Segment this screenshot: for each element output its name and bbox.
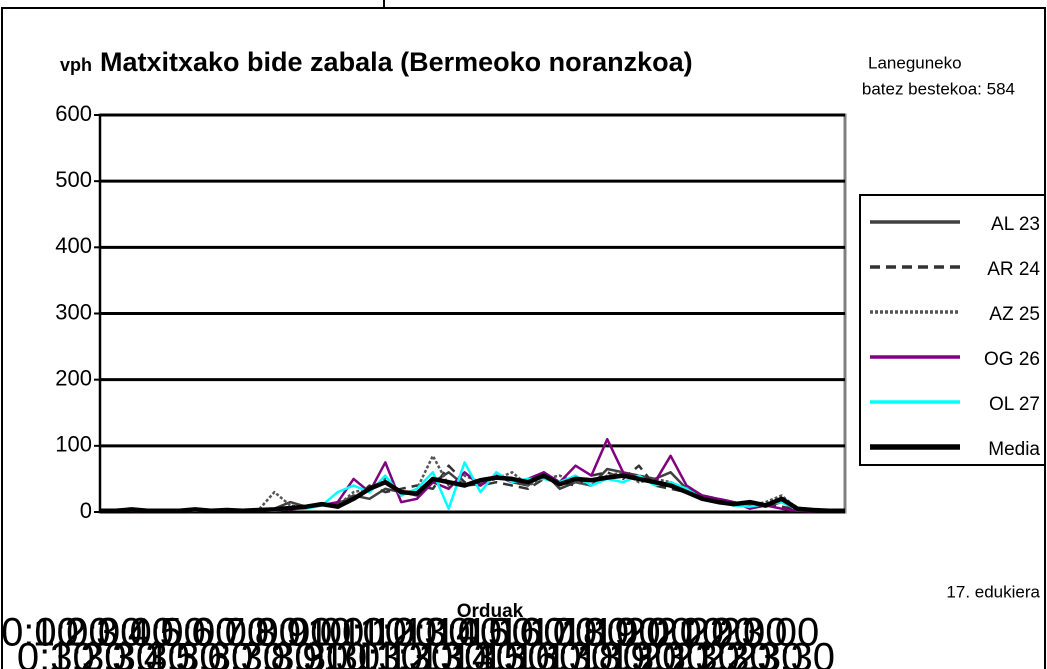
x-tick-label: 20:30 xyxy=(640,636,740,669)
x-tick-label: 13:00 xyxy=(402,611,502,655)
x-tick-label: 4:00 xyxy=(128,611,206,655)
x-tick-label: 14:00 xyxy=(434,611,534,655)
legend-label: AL 23 xyxy=(991,214,1040,235)
x-tick-label: 9:30 xyxy=(302,636,380,669)
x-tick-label: 8:30 xyxy=(271,636,349,669)
x-tick-label: 11:00 xyxy=(340,611,437,655)
x-tick-label: 5:30 xyxy=(175,636,253,669)
chart-title: Matxitxako bide zabala (Bermeoko noranzk… xyxy=(100,47,693,77)
annotation: batez bestekoa: 584 xyxy=(862,79,1015,98)
x-tick-label: 13:30 xyxy=(418,636,518,669)
x-tick-label: 3:00 xyxy=(96,611,174,655)
x-tick-label: 12:30 xyxy=(386,636,486,669)
x-tick-label: 0:30 xyxy=(17,636,95,669)
series-line xyxy=(100,473,845,513)
x-tick-label: 17:00 xyxy=(529,611,629,655)
y-tick-label: 500 xyxy=(55,167,92,192)
x-tick-label: 18:00 xyxy=(561,611,661,655)
annotation: 17. edukiera xyxy=(946,582,1040,601)
x-tick-label: 2:00 xyxy=(64,611,142,655)
x-tick-label: 21:00 xyxy=(656,611,756,655)
legend-label: Media xyxy=(988,439,1040,460)
y-tick-label: 600 xyxy=(55,101,92,126)
x-tick-label: 23:00 xyxy=(719,611,819,655)
y-tick-label: 0 xyxy=(80,498,92,523)
x-tick-label: 22:00 xyxy=(687,611,787,655)
x-tick-label: 3:30 xyxy=(112,636,190,669)
x-tick-label: 1:30 xyxy=(49,636,127,669)
x-tick-label: 12:00 xyxy=(370,611,470,655)
y-tick-label: 200 xyxy=(55,365,92,390)
x-tick-label: 20:00 xyxy=(624,611,724,655)
x-tick-label: 0:00 xyxy=(1,611,79,655)
y-tick-label: 300 xyxy=(55,299,92,324)
x-tick-label: 9:00 xyxy=(286,611,364,655)
annotation: Laneguneko xyxy=(868,53,962,72)
legend-label: AR 24 xyxy=(987,259,1040,280)
y-tick-label: 400 xyxy=(55,233,92,258)
legend-label: OL 27 xyxy=(989,394,1040,415)
x-tick-label: 19:00 xyxy=(592,611,692,655)
x-tick-label: 15:00 xyxy=(465,611,565,655)
x-tick-label: 5:00 xyxy=(160,611,238,655)
x-tick-label: 18:30 xyxy=(576,636,676,669)
legend xyxy=(859,194,1046,466)
legend-label: OG 26 xyxy=(984,349,1040,370)
x-tick-label: 10:00 xyxy=(307,611,407,655)
x-tick-label: 7:30 xyxy=(239,636,317,669)
x-tick-label: 19:30 xyxy=(608,636,708,669)
x-tick-label: 7:00 xyxy=(223,611,301,655)
x-tick-label: 16:00 xyxy=(497,611,597,655)
x-tick-label: 8:00 xyxy=(255,611,333,655)
x-tick-label: 10:30 xyxy=(323,636,423,669)
x-tick-label: 1:00 xyxy=(33,611,111,655)
x-tick-label: 2:30 xyxy=(80,636,158,669)
x-tick-label: 16:30 xyxy=(513,636,613,669)
x-tick-label: 22:30 xyxy=(703,636,803,669)
x-tick-label: 15:30 xyxy=(481,636,581,669)
y-tick-label: 100 xyxy=(55,432,92,457)
x-tick-label: 23:30 xyxy=(735,636,835,669)
y-axis-label: vph xyxy=(60,55,92,75)
x-tick-label: 17:30 xyxy=(545,636,645,669)
x-axis-label: Orduak xyxy=(457,601,524,622)
x-tick-label: 4:30 xyxy=(144,636,222,669)
x-tick-label: 11:30 xyxy=(356,636,453,669)
legend-label: AZ 25 xyxy=(989,304,1040,325)
x-tick-label: 14:30 xyxy=(450,636,550,669)
x-tick-label: 21:30 xyxy=(672,636,772,669)
x-tick-label: 6:30 xyxy=(207,636,285,669)
x-tick-label: 6:00 xyxy=(191,611,269,655)
